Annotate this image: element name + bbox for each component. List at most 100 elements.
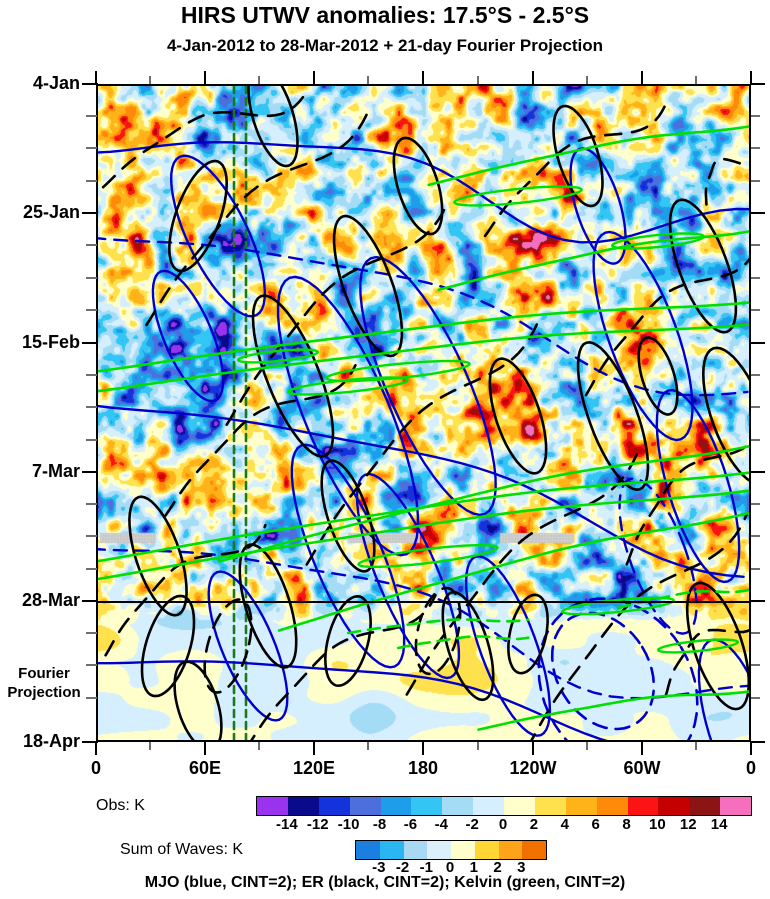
obs-tick-11: 8: [622, 816, 631, 833]
sum-of-waves-colorbar-label: Sum of Waves: K: [120, 841, 243, 858]
y-tick-right-minor-3: [751, 244, 760, 246]
x-tick-minor-2: [367, 742, 369, 750]
obs-swatch-14: [689, 797, 721, 815]
y-tick-right-major-3: [751, 471, 765, 473]
obs-tick-3: -8: [372, 816, 387, 833]
er-contour-4: [552, 104, 604, 208]
y-tick-major-1: [82, 212, 98, 214]
x-axis-label-0: 0: [90, 758, 101, 778]
obs-tick-14: 14: [710, 816, 728, 833]
y-tick-minor-13: [86, 664, 97, 666]
x-axis-label-1: 60E: [188, 758, 222, 778]
obs-tick-6: -2: [465, 816, 479, 833]
sum_of_waves-swatch-0: [356, 841, 380, 859]
er-dashed-line-5: [530, 513, 749, 740]
observation-projection-divider: [96, 601, 751, 603]
x-tick-top-major-3: [422, 71, 424, 84]
x-tick-major-1: [204, 742, 206, 755]
obs-swatch-3: [349, 797, 381, 815]
x-tick-minor-5: [695, 742, 697, 750]
er-contour-3: [251, 294, 335, 458]
x-tick-top-minor-3: [477, 76, 479, 84]
y-tick-minor-8: [86, 439, 97, 441]
mjo-projection-contour-1: [537, 597, 699, 740]
obs-tick-0: -14: [276, 816, 298, 833]
kelvin-contour-6: [560, 596, 675, 616]
er-contour-15: [173, 660, 223, 740]
er-dashed-line-11: [664, 628, 749, 697]
y-tick-right-minor-0: [751, 115, 760, 117]
mjo-line-3: [98, 548, 749, 700]
er-dashed-line-12: [104, 523, 267, 657]
y-tick-right-minor-10: [751, 535, 760, 537]
x-tick-top-major-6: [750, 71, 752, 84]
page-title: HIRS UTWV anomalies: 17.5°S - 2.5°S: [180, 2, 590, 28]
sum_of_waves-tick-6: 3: [517, 859, 526, 876]
er-contour-9: [668, 198, 738, 334]
er-contour-0: [247, 86, 299, 168]
kelvin-contour-1: [324, 359, 471, 383]
er-dashed-line-9: [164, 364, 357, 517]
x-axis-label-3: 180: [407, 758, 439, 778]
er-contour-5: [576, 340, 650, 492]
x-axis-label-5: 60W: [623, 758, 661, 778]
sum_of_waves-swatch-5: [474, 841, 499, 859]
kelvin-line-6: [217, 444, 749, 563]
mjo-contour-8: [151, 269, 225, 403]
er-projection-contour-0: [140, 594, 196, 698]
y-tick-minor-14: [86, 697, 97, 699]
page-subtitle: 4-Jan-2012 to 28-Mar-2012 + 21-day Fouri…: [166, 36, 604, 55]
kelvin-projection-line-2: [396, 635, 530, 650]
y-tick-right-minor-7: [751, 406, 760, 408]
er-dashed-line-7: [584, 257, 749, 397]
sum_of_waves-swatch-6: [498, 841, 523, 859]
kelvin-contour-2: [286, 376, 409, 396]
kelvin-contour-8: [656, 638, 739, 654]
sum_of_waves-tick-4: 1: [469, 859, 478, 876]
y-axis-label-3: 7-Mar: [31, 461, 80, 481]
contour-overlay: [98, 86, 749, 740]
sum_of_waves-swatch-2: [403, 841, 428, 859]
obs-tick-1: -12: [306, 816, 329, 833]
y-tick-major-3: [82, 471, 98, 473]
hovmoller-plot: [96, 84, 751, 742]
x-tick-top-minor-2: [367, 76, 369, 84]
kelvin-contour-7: [236, 348, 319, 364]
y-tick-right-minor-14: [751, 697, 760, 699]
y-axis-label-1: 25-Jan: [22, 202, 80, 222]
obs-colorbar-label: Obs: K: [96, 797, 145, 814]
mjo-line-1: [98, 237, 749, 397]
x-tick-major-2: [313, 742, 315, 755]
y-tick-right-minor-1: [751, 147, 760, 149]
mjo-line-0: [98, 140, 749, 244]
kelvin-line-7: [277, 511, 749, 632]
er-contour-10: [701, 346, 749, 482]
kelvin-line-8: [477, 690, 749, 731]
x-tick-top-minor-1: [258, 76, 260, 84]
x-tick-minor-0: [149, 742, 151, 750]
fourier-note-line1: Fourier: [18, 665, 70, 682]
obs-tick-4: -6: [403, 816, 418, 833]
obs-tick-9: 4: [560, 816, 569, 833]
kelvin-line-3: [98, 489, 749, 581]
x-tick-top-major-5: [641, 71, 643, 84]
er-contour-12: [488, 357, 548, 475]
mjo-contour-0: [169, 154, 267, 318]
y-tick-minor-5: [86, 309, 97, 311]
sum-of-waves-colorbar: -3 -2 -1 0 1 2 3: [355, 840, 547, 876]
obs-tick-12: 10: [649, 816, 666, 833]
obs-tick-7: 0: [498, 816, 508, 833]
er-dashed-line-4: [405, 453, 638, 696]
obs-swatch-0: [257, 797, 288, 815]
sum_of_waves-swatch-1: [379, 841, 404, 859]
x-tick-major-5: [641, 742, 643, 755]
x-tick-top-major-0: [95, 71, 97, 84]
y-axis-label-0: 4-Jan: [32, 73, 80, 93]
obs-swatch-4: [380, 797, 412, 815]
obs-swatch-6: [442, 797, 474, 815]
x-axis-label-6: 0: [745, 758, 756, 778]
sum_of_waves-tick-3: 0: [445, 859, 455, 876]
y-tick-minor-0: [86, 115, 97, 117]
x-axis-label-2: 120E: [292, 758, 336, 778]
obs-swatch-8: [504, 797, 535, 815]
